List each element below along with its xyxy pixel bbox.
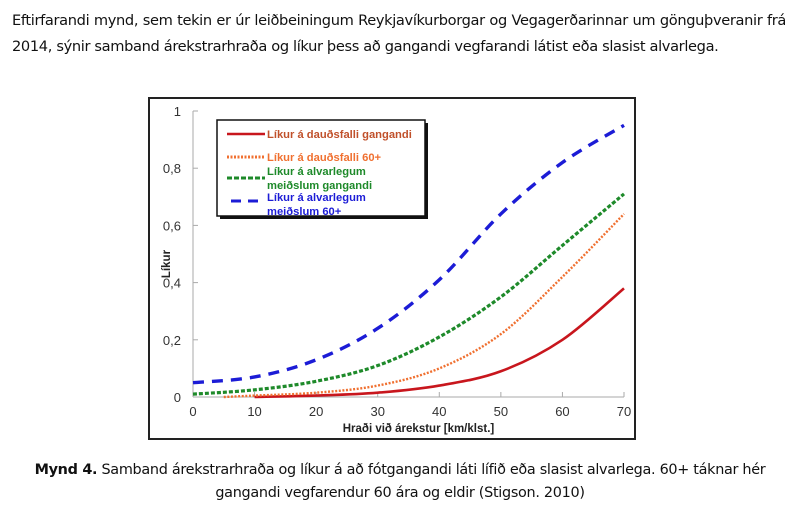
caption-label: Mynd 4.: [34, 462, 98, 478]
series-line-1: [223, 213, 625, 399]
legend-label-1: Líkur á dauðsfalli 60+: [267, 152, 382, 164]
y-tick-label: 0,4: [163, 276, 181, 291]
legend-label-0: Líkur á dauðsfalli gangandi: [267, 129, 412, 141]
legend-label-3-line2: meiðslum 60+: [267, 206, 342, 218]
series-line-0: [254, 287, 625, 399]
y-tick-label: 0: [174, 390, 181, 405]
x-tick-label: 30: [370, 404, 384, 419]
x-tick-label: 70: [617, 404, 631, 419]
x-axis-label: Hraði við árekstur [km/klst.]: [343, 423, 495, 435]
x-tick-label: 0: [189, 404, 196, 419]
figure-caption: Mynd 4. Samband árekstrarhraða og líkur …: [0, 459, 800, 505]
x-tick-label: 40: [432, 404, 446, 419]
y-axis-label: Líkur: [161, 249, 173, 278]
y-tick-label: 0,2: [163, 333, 181, 348]
legend-label-3: Líkur á alvarlegum: [267, 192, 366, 204]
series-line-2: [192, 192, 626, 396]
y-tick-label: 0,8: [163, 161, 181, 176]
x-tick-label: 20: [309, 404, 323, 419]
legend-label-2: Líkur á alvarlegum: [267, 166, 366, 178]
x-tick-label: 50: [494, 404, 508, 419]
intro-paragraph: Eftirfarandi mynd, sem tekin er úr leiðb…: [12, 8, 786, 60]
y-tick-label: 1: [174, 104, 181, 119]
legend-label-2-line2: meiðslum gangandi: [267, 180, 372, 192]
x-tick-label: 10: [247, 404, 261, 419]
intro-text: Eftirfarandi mynd, sem tekin er úr leiðb…: [12, 12, 786, 55]
caption-text: Samband árekstrarhraða og líkur á að fót…: [97, 462, 766, 501]
y-tick-label: 0,6: [163, 218, 181, 233]
x-tick-label: 60: [555, 404, 569, 419]
figure-chart: 0 0,2 0,4 0,6 0,8 1 0 10 20 30 40 50 60 70 Hraði við á…: [148, 97, 636, 440]
